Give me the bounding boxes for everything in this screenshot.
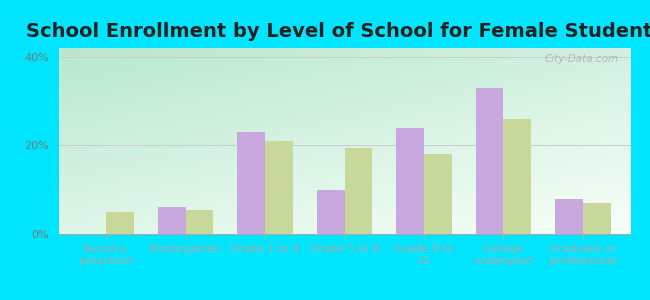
Bar	[317, 190, 345, 234]
Text: City-Data.com: City-Data.com	[545, 54, 619, 64]
Bar	[106, 212, 134, 234]
Bar	[476, 88, 503, 234]
Bar	[424, 154, 452, 234]
Bar	[555, 199, 583, 234]
Bar	[503, 119, 531, 234]
Bar	[158, 207, 186, 234]
Bar	[396, 128, 424, 234]
Bar	[583, 203, 610, 234]
Bar	[265, 141, 293, 234]
Bar	[237, 132, 265, 234]
Title: School Enrollment by Level of School for Female Students: School Enrollment by Level of School for…	[25, 22, 650, 41]
Bar	[186, 210, 213, 234]
Bar	[344, 148, 372, 234]
